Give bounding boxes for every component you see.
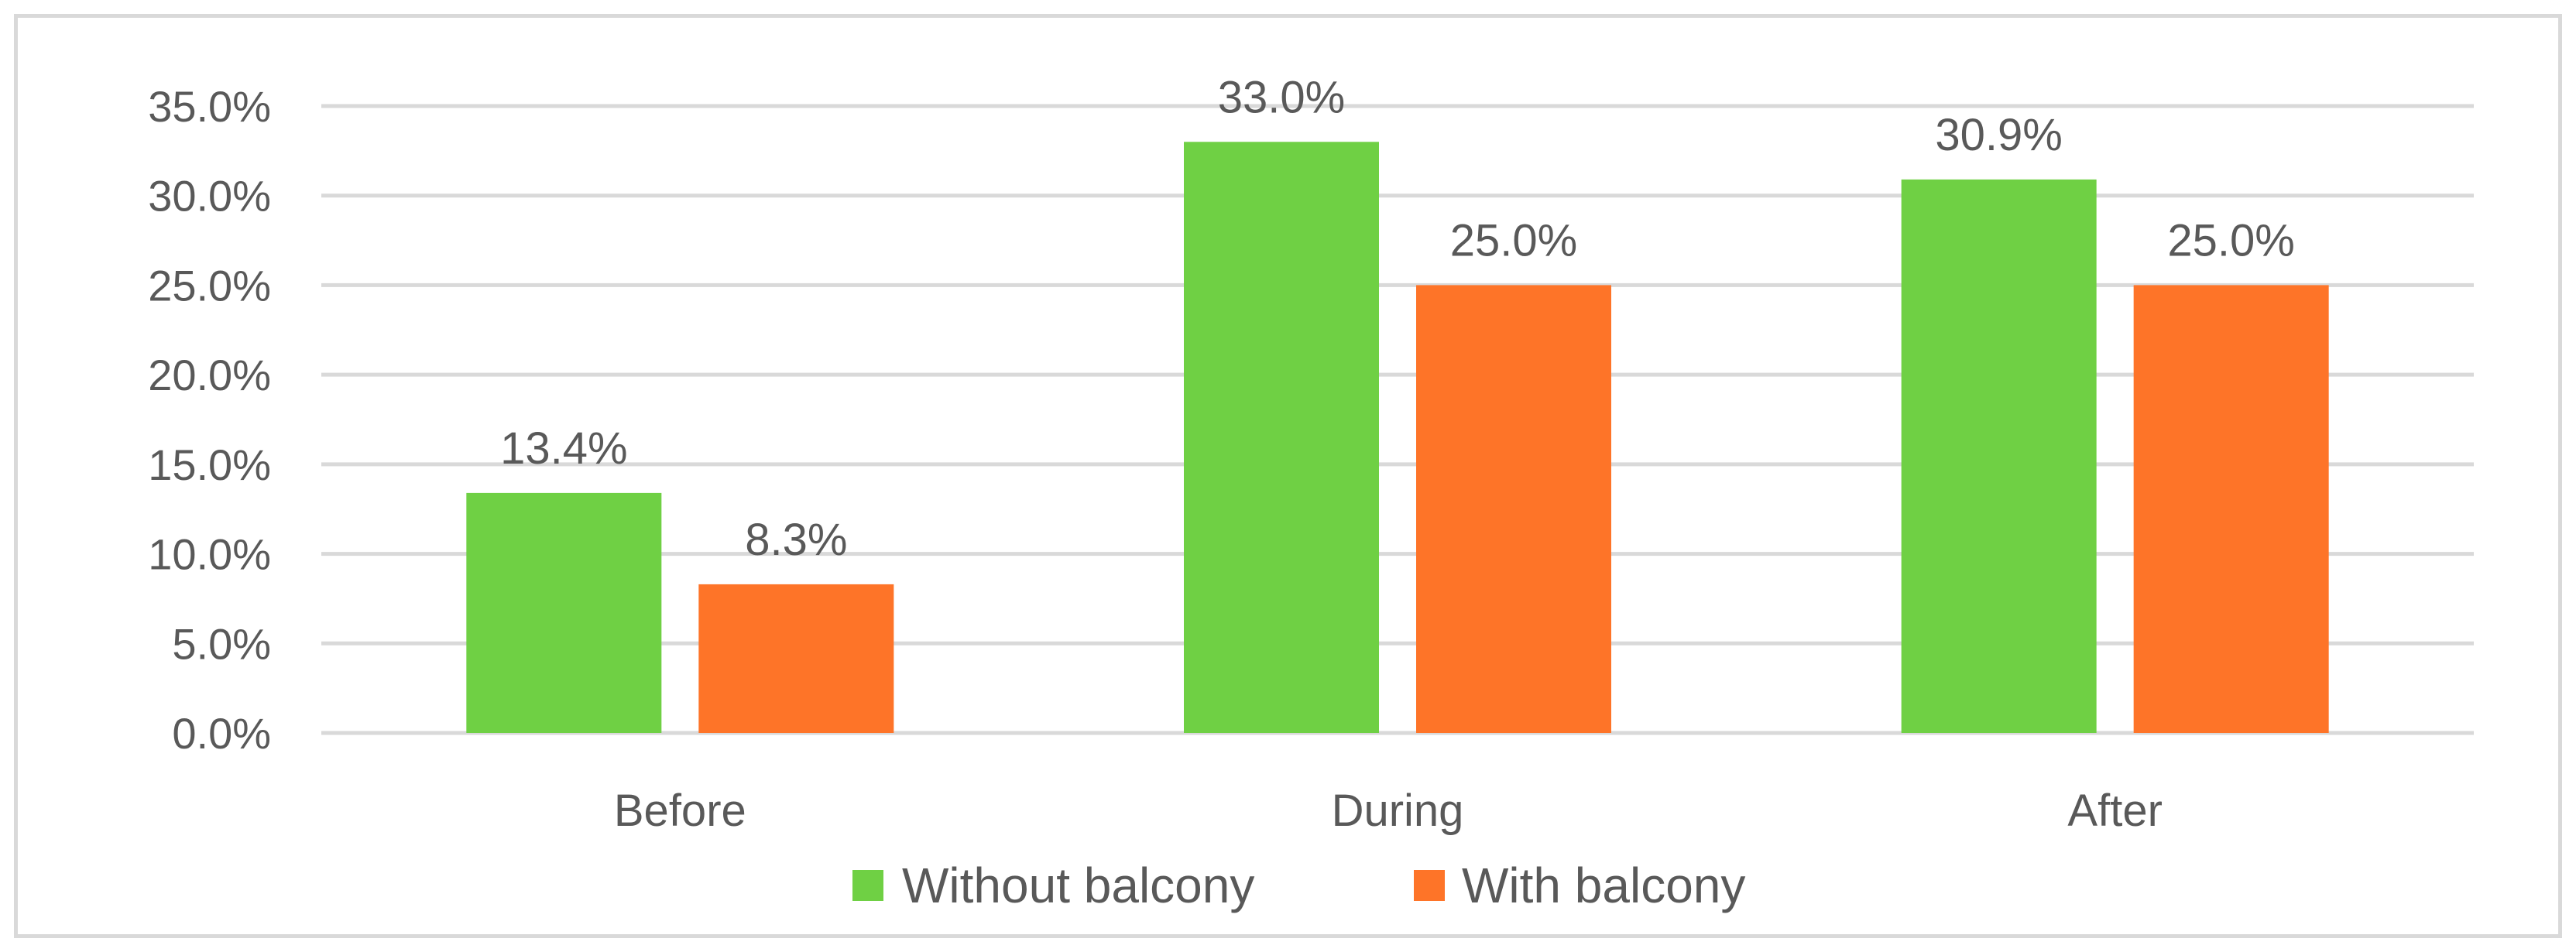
x-category-label: Before (614, 786, 746, 836)
data-label: 25.0% (1450, 215, 1577, 265)
y-tick-label: 35.0% (148, 82, 271, 131)
y-axis-ticks: 0.0% 5.0% 10.0% 15.0% 20.0% 25.0% 30.0% 35.0% (148, 82, 271, 758)
data-label: 33.0% (1218, 72, 1345, 122)
legend-label: Without balcony (902, 858, 1254, 913)
bar-without-balcony-before (466, 492, 662, 733)
legend-swatch (1414, 870, 1445, 901)
y-tick-label: 10.0% (148, 530, 271, 579)
bar-with-balcony-before (698, 584, 894, 733)
y-tick-label: 30.0% (148, 172, 271, 221)
y-tick-label: 20.0% (148, 351, 271, 399)
y-tick-label: 25.0% (148, 261, 271, 310)
legend: Without balcony With balcony (852, 858, 1745, 913)
x-axis-categories: Before During After (614, 786, 2163, 836)
legend-swatch (852, 870, 883, 901)
data-label: 25.0% (2167, 215, 2294, 265)
bar-with-balcony-during (1416, 285, 1611, 733)
gridlines (321, 104, 2474, 735)
bars (466, 142, 2329, 734)
bar-without-balcony-after (1901, 179, 2097, 733)
legend-label: With balcony (1462, 858, 1745, 913)
data-label: 13.4% (500, 423, 627, 474)
data-labels: 13.4% 8.3% 33.0% 25.0% 30.9% 25.0% (500, 72, 2295, 565)
x-category-label: During (1332, 786, 1464, 836)
data-label: 8.3% (745, 515, 847, 565)
x-category-label: After (2067, 786, 2163, 836)
y-tick-label: 0.0% (172, 709, 271, 758)
bar-with-balcony-after (2133, 285, 2329, 733)
y-tick-label: 15.0% (148, 440, 271, 489)
y-tick-label: 5.0% (172, 619, 271, 668)
bar-without-balcony-during (1184, 142, 1379, 734)
data-label: 30.9% (1935, 110, 2062, 160)
